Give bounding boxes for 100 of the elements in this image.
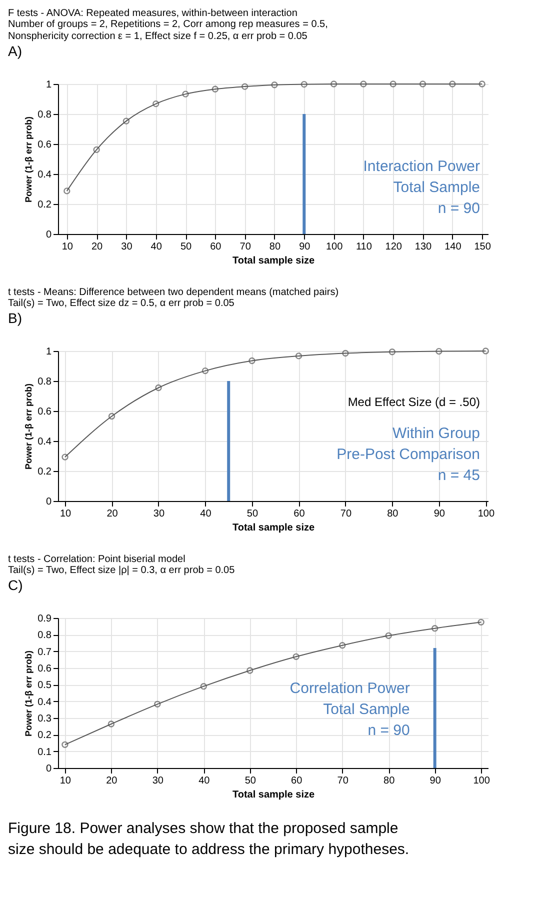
x-tick-label: 30: [153, 508, 165, 520]
x-tick-label: 100: [478, 508, 495, 520]
x-tick-label: 50: [246, 508, 258, 520]
y-tick-label: 1: [46, 346, 52, 358]
point: [108, 412, 116, 420]
y-tick-label: 0: [46, 764, 52, 774]
annotation: Med Effect Size (d = .50): [348, 395, 480, 409]
x-tick-label: 70: [340, 508, 352, 520]
point: [155, 384, 162, 392]
point: [449, 80, 456, 88]
chart-subtitle: Number of groups = 2, Repetitions = 2, Corr among rep measures = 0.5, Nonsphericity correction ε = 1, Effect size f = 0.25, α err prob = 0.05: [8, 19, 328, 42]
point: [388, 348, 396, 356]
point: [154, 700, 161, 708]
y-tick-label: 0.2: [38, 466, 52, 478]
y-tick-label: 0.6: [38, 664, 52, 674]
y-tick-label: 0.4: [38, 170, 52, 180]
y-tick-label: 0: [46, 496, 52, 508]
x-tick-label: 150: [474, 242, 492, 252]
y-tick-label: 0.8: [38, 630, 52, 642]
point: [182, 90, 189, 98]
point: [360, 80, 367, 88]
x-tick-label: 90: [434, 508, 446, 520]
point: [431, 625, 438, 632]
point: [271, 82, 278, 88]
x-axis-title: Total sample size: [232, 256, 315, 266]
x-axis-title: Total sample size: [232, 522, 315, 534]
point: [108, 720, 115, 728]
x-tick-label: 20: [106, 776, 118, 786]
text: B): [8, 310, 22, 326]
y-axis-title: Power (1-β err prob): [24, 116, 34, 203]
y-tick-label: 0.2: [38, 730, 52, 742]
y-tick-label: 0.4: [38, 436, 52, 448]
x-tick-label: 120: [385, 242, 402, 252]
point: [300, 80, 308, 88]
point: [342, 350, 349, 357]
x-tick-label: 60: [291, 776, 303, 786]
point: [152, 100, 160, 108]
ref-line-label: Correlation Power Total Sample n = 90: [290, 680, 410, 739]
point: [390, 80, 396, 88]
point: [330, 80, 338, 88]
x-tick-label: 40: [198, 776, 210, 786]
x-tick-label: 70: [240, 242, 252, 252]
point: [212, 86, 219, 92]
point: [436, 348, 442, 355]
point: [200, 683, 207, 690]
point: [292, 653, 300, 660]
x-tick-label: 10: [60, 508, 72, 520]
caption: Figure 18. Power analyses show that the proposed sample size should be adequate to address the primary hypotheses.: [8, 820, 410, 858]
y-tick-label: 0.7: [38, 646, 52, 658]
y-axis-title: Power (1-β err prob): [24, 650, 34, 737]
y-tick-label: 0.3: [38, 714, 52, 724]
y-tick-label: 0.2: [38, 200, 52, 210]
ref-line-label: Interaction Power Total Sample n = 90: [363, 158, 480, 217]
text: C): [8, 577, 23, 593]
x-tick-label: 50: [244, 776, 256, 786]
point: [202, 367, 209, 374]
y-tick-label: 0.1: [38, 746, 52, 758]
x-tick-label: 80: [384, 776, 396, 786]
x-tick-label: 90: [430, 776, 442, 786]
y-tick-label: 1: [46, 80, 52, 90]
y-tick-label: 0.4: [38, 696, 52, 708]
x-tick-label: 40: [200, 508, 212, 520]
chart-title: F tests - ANOVA: Repeated measures, within-between interaction: [8, 8, 298, 19]
x-tick-label: 60: [294, 508, 306, 520]
x-tick-label: 80: [269, 242, 281, 252]
ref-line-label: Within Group Pre-Post Comparison n = 45: [336, 425, 480, 484]
y-tick-label: 0.9: [38, 614, 52, 624]
x-tick-label: 70: [337, 776, 349, 786]
text: A): [8, 43, 22, 59]
chart-subtitle: Tail(s) = Two, Effect size |ρ| = 0.3, α err prob = 0.05: [8, 565, 236, 576]
point: [246, 667, 254, 674]
point: [339, 642, 346, 649]
chart-subtitle: Tail(s) = Two, Effect size dz = 0.5, α err prob = 0.05: [8, 298, 235, 309]
x-tick-label: 60: [210, 242, 222, 252]
x-tick-label: 40: [150, 242, 162, 252]
x-tick-label: 100: [473, 776, 490, 786]
y-tick-label: 0.6: [38, 140, 52, 150]
point: [419, 80, 426, 88]
chart-title: t tests - Correlation: Point biserial model: [8, 554, 186, 565]
x-tick-label: 20: [106, 508, 118, 520]
point: [248, 357, 256, 364]
x-tick-label: 80: [387, 508, 399, 520]
point: [93, 146, 100, 154]
x-tick-label: 90: [299, 242, 311, 252]
x-tick-label: 140: [444, 242, 462, 252]
y-axis-title: Power (1-β err prob): [24, 383, 34, 470]
y-tick-label: 0.8: [38, 110, 52, 120]
y-tick-label: 0.6: [38, 406, 52, 418]
x-tick-label: 100: [326, 242, 344, 252]
x-tick-label: 30: [121, 242, 133, 252]
x-tick-label: 110: [356, 242, 372, 252]
x-tick-label: 30: [152, 776, 164, 786]
y-tick-label: 0: [46, 230, 52, 240]
x-tick-label: 10: [60, 776, 72, 786]
point: [385, 632, 392, 639]
point: [295, 352, 302, 360]
y-tick-label: 0.5: [38, 680, 52, 692]
chart-title: t tests - Means: Difference between two dependent means (matched pairs): [8, 287, 339, 298]
x-tick-label: 130: [414, 242, 432, 252]
x-axis-title: Total sample size: [232, 790, 315, 800]
